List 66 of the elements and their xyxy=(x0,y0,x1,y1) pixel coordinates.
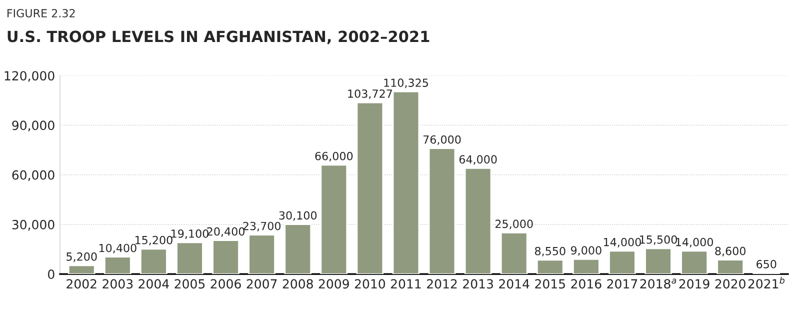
bar xyxy=(68,264,96,274)
x-tick-label: 2009 xyxy=(318,279,349,289)
x-tick-label: 2015 xyxy=(535,279,565,289)
bar xyxy=(284,224,312,274)
y-tick-label: 120,000 xyxy=(4,71,54,82)
data-label: 76,000 xyxy=(423,135,461,145)
data-label: 15,200 xyxy=(135,236,172,246)
bar xyxy=(500,232,528,274)
data-label: 110,325 xyxy=(384,78,428,88)
data-label: 14,000 xyxy=(604,238,641,248)
x-tick-label: 2011 xyxy=(390,279,421,289)
data-label: 9,000 xyxy=(570,246,602,256)
x-tick-label: 2017 xyxy=(607,279,638,289)
x-tick-label: 2004 xyxy=(138,279,169,289)
x-tick-label: 2006 xyxy=(210,279,241,289)
bar xyxy=(572,258,600,274)
x-tick-label: 2002 xyxy=(66,279,96,289)
chart-title: U.S. TROOP LEVELS IN AFGHANISTAN, 2002–2021 xyxy=(8,30,430,44)
data-label: 14,000 xyxy=(676,238,713,248)
bar xyxy=(104,256,132,274)
data-label: 66,000 xyxy=(315,152,353,162)
chart-subtitle: FIGURE 2.32 xyxy=(7,8,75,18)
bar xyxy=(140,248,168,274)
x-tick-label: 2016 xyxy=(571,279,602,289)
y-tick-label: 90,000 xyxy=(12,120,54,132)
x-tick-label: 2013 xyxy=(463,279,493,289)
x-tick-label: 2007 xyxy=(246,279,277,289)
bar xyxy=(392,90,420,274)
data-label: 25,000 xyxy=(495,220,533,230)
bar xyxy=(464,168,492,274)
y-tick-label: 30,000 xyxy=(12,220,54,231)
data-label: 19,100 xyxy=(172,229,208,239)
bar xyxy=(608,250,636,274)
y-tick-label: 60,000 xyxy=(12,170,54,182)
data-label: 64,000 xyxy=(459,155,497,165)
x-tick-label: 2010 xyxy=(354,279,386,289)
bar xyxy=(176,242,204,274)
data-label: 103,727 xyxy=(348,89,392,100)
x-tick-label: 2014 xyxy=(499,279,530,289)
data-label: 10,400 xyxy=(99,244,136,254)
x-tick-label: 2020 xyxy=(715,279,746,289)
bar xyxy=(320,164,348,274)
data-label: 650 xyxy=(756,260,776,268)
x-tick-label: 2008 xyxy=(282,279,313,289)
bar xyxy=(536,259,564,274)
data-label: 20,400 xyxy=(207,227,244,237)
bar xyxy=(212,240,240,274)
bar xyxy=(716,259,744,274)
y-tick-label: 0 xyxy=(48,270,54,279)
data-label: 8,600 xyxy=(715,246,746,256)
x-tick-label: 2012 xyxy=(427,279,457,289)
data-label: 30,100 xyxy=(279,211,317,221)
x-tick-label: 2005 xyxy=(174,279,205,289)
x-tick-label: 2019 xyxy=(679,279,710,289)
data-label: 23,700 xyxy=(243,222,281,232)
data-label: 5,200 xyxy=(66,252,97,262)
x-tick-label: 2018$^{a}$ xyxy=(640,278,676,289)
x-tick-label: 2021$^{b}$ xyxy=(748,276,785,289)
bar xyxy=(356,102,384,274)
bar xyxy=(248,234,276,274)
x-tick-label: 2003 xyxy=(102,279,133,289)
data-label: 15,500 xyxy=(640,235,677,245)
bar xyxy=(680,250,708,274)
bar xyxy=(428,148,456,274)
data-label: 8,550 xyxy=(534,246,566,256)
bar xyxy=(644,248,672,274)
